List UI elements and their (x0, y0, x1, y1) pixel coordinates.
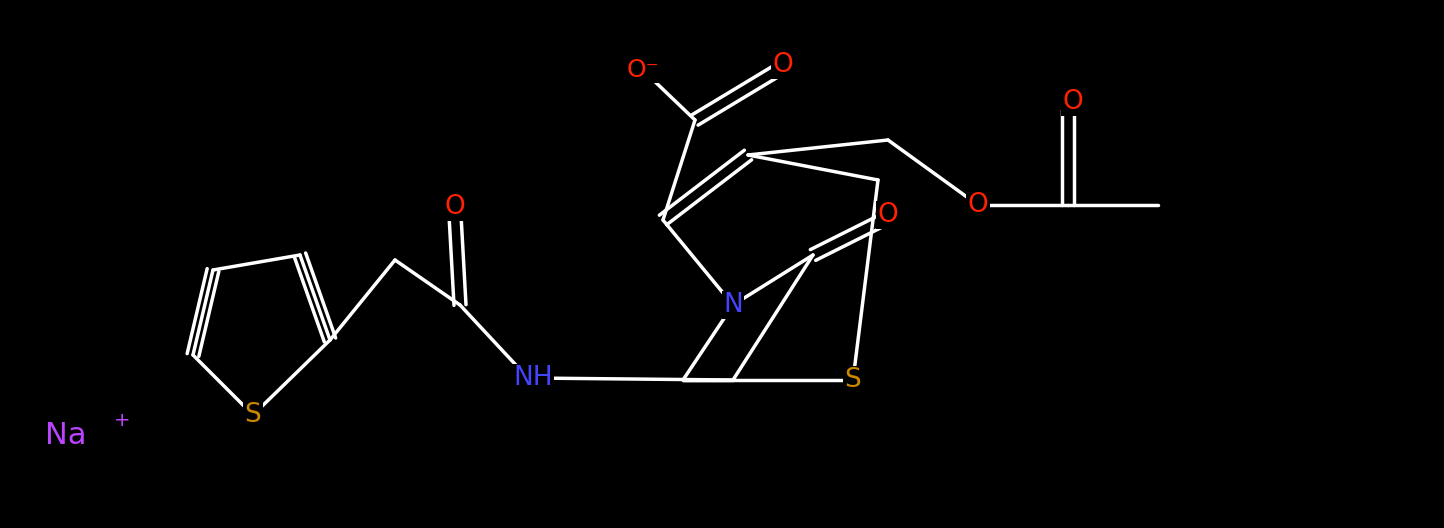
Text: S: S (244, 402, 261, 428)
Text: NH: NH (513, 365, 553, 391)
Text: S: S (845, 367, 862, 393)
Text: O: O (445, 194, 465, 220)
Text: O: O (967, 192, 988, 218)
Text: O⁻: O⁻ (627, 58, 660, 82)
Text: O: O (878, 202, 898, 228)
Text: O: O (1063, 89, 1083, 115)
Text: +: + (114, 410, 130, 429)
Text: O: O (773, 52, 793, 78)
Text: Na: Na (45, 420, 87, 449)
Text: N: N (723, 292, 742, 318)
